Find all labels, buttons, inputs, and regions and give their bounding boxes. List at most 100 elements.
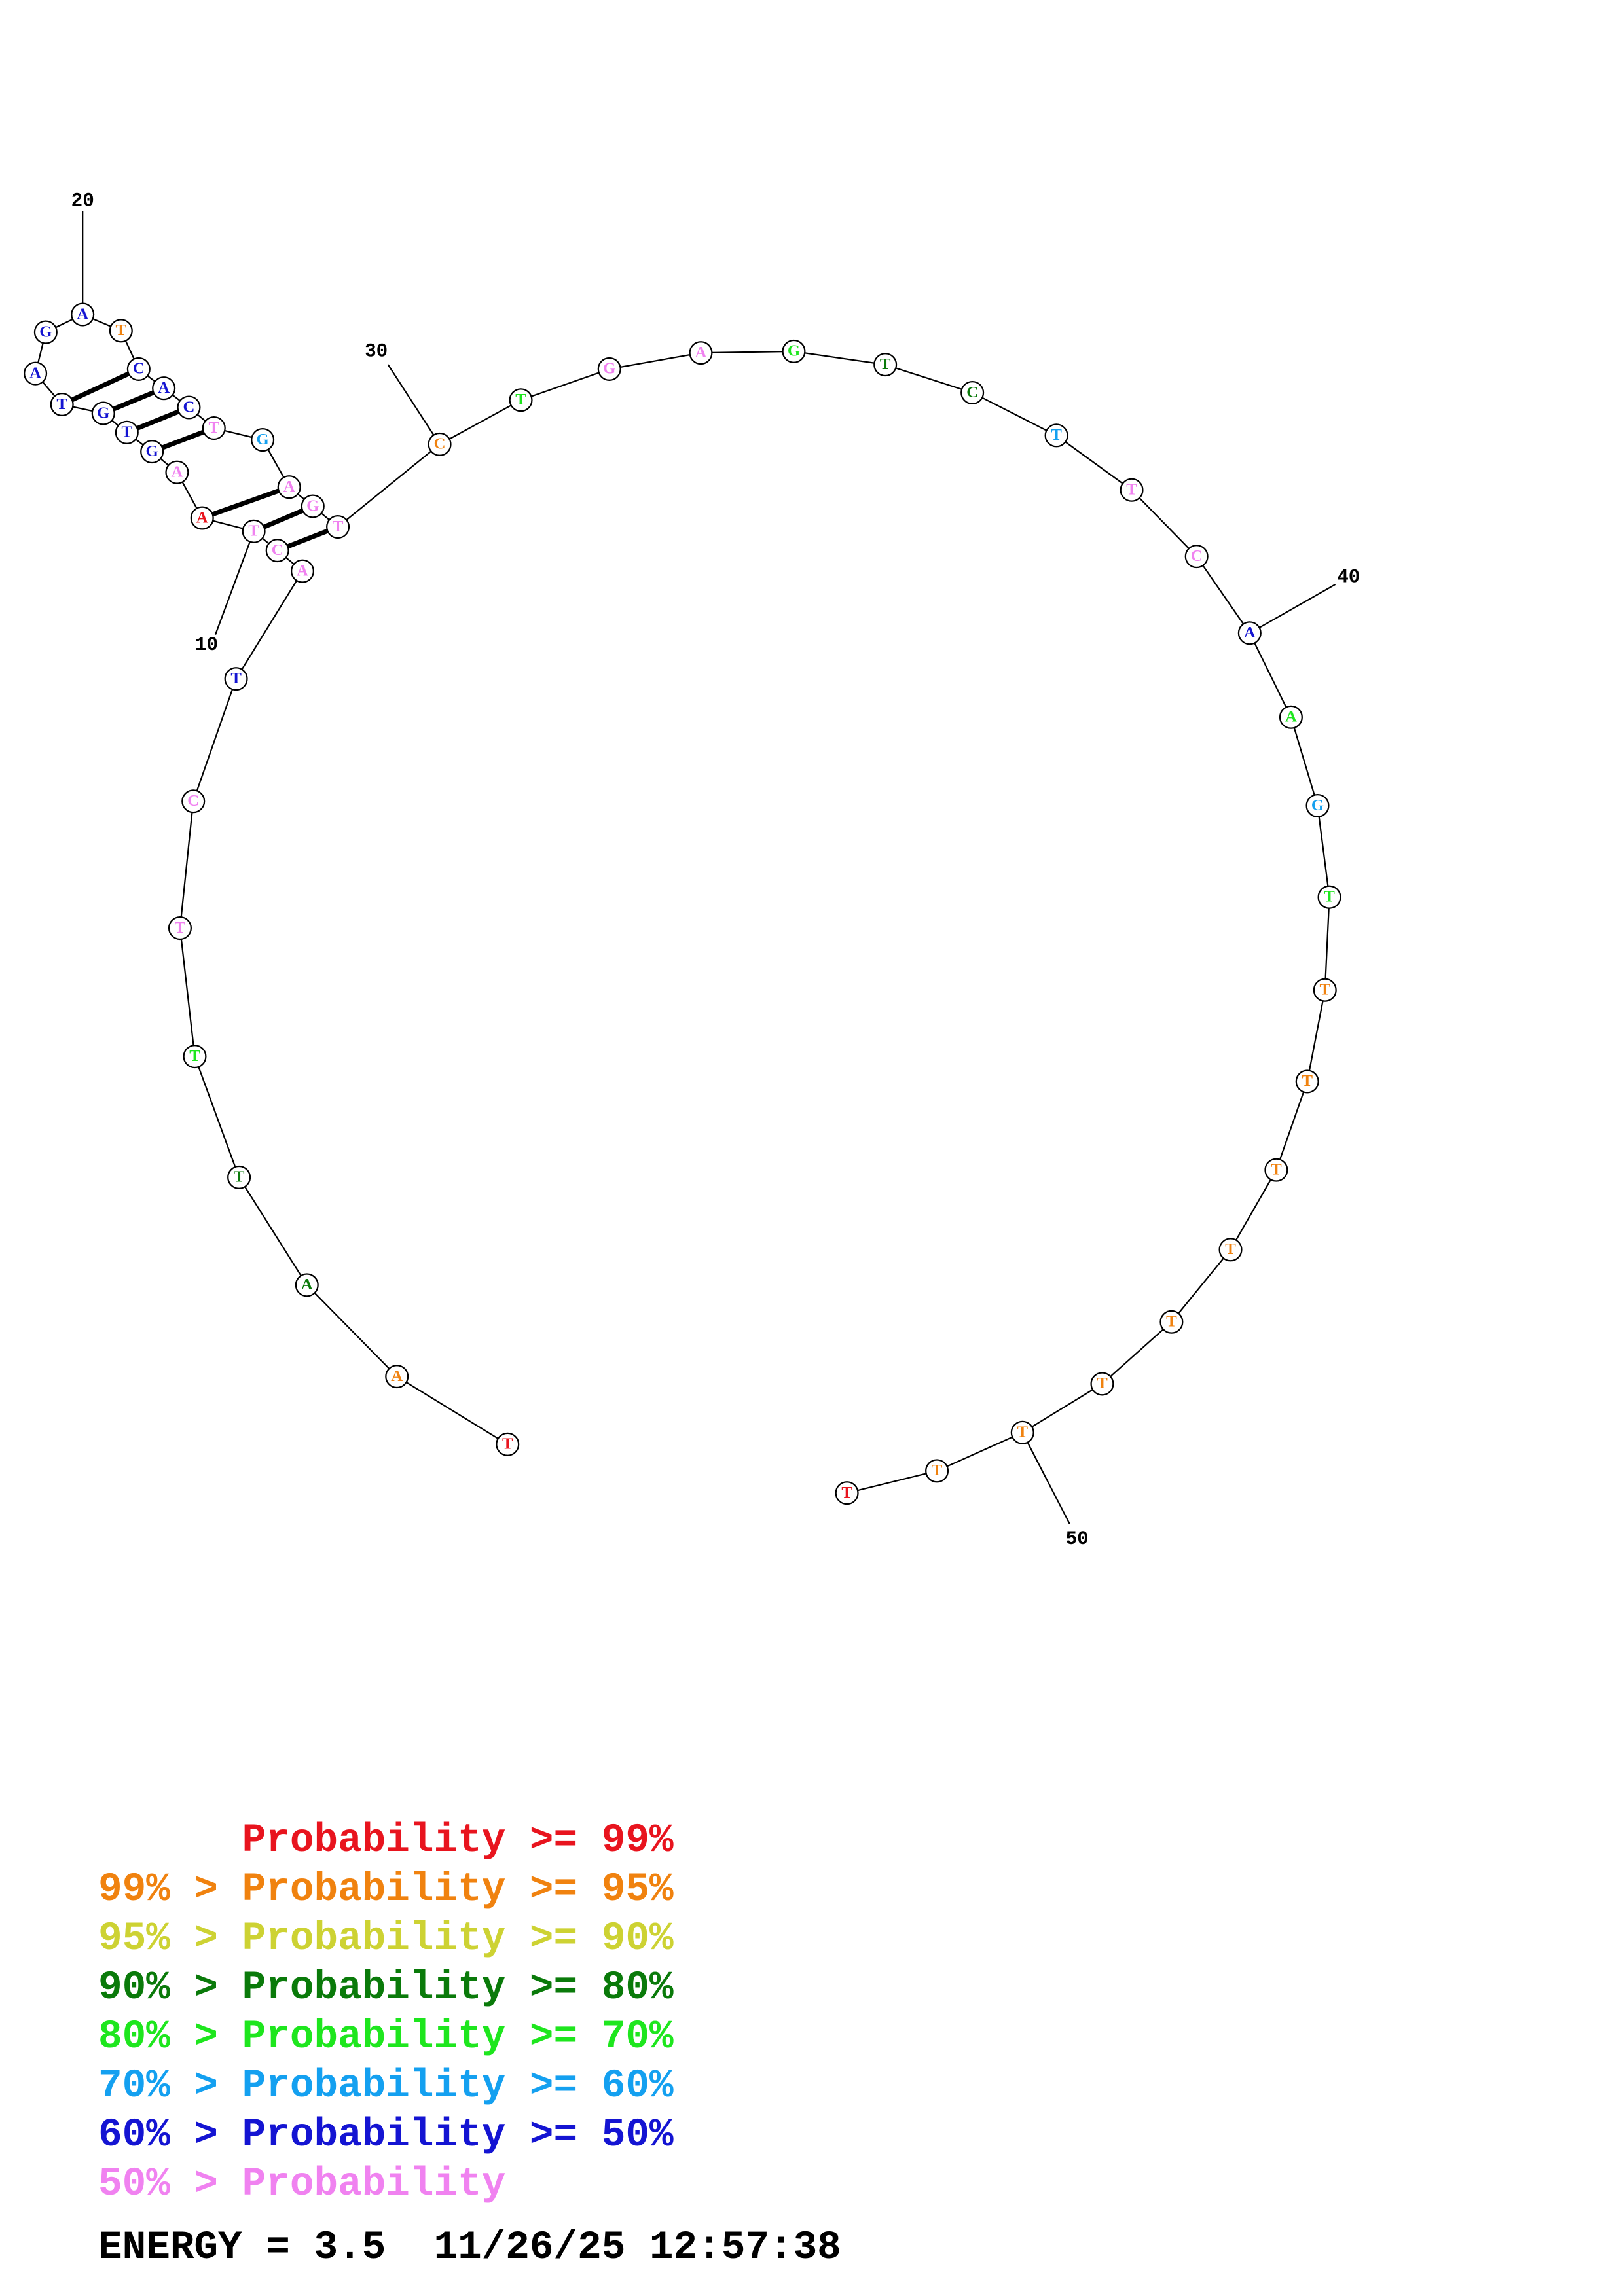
position-tick — [387, 364, 441, 445]
nucleotide-base: T — [1324, 888, 1335, 906]
nucleotide-base: A — [171, 463, 183, 480]
position-label: 10 — [195, 634, 218, 656]
backbone-segment — [1171, 1249, 1231, 1323]
nucleotide-base: C — [183, 398, 195, 416]
backbone-segment — [439, 399, 522, 445]
nucleotide-base: T — [56, 395, 67, 413]
nucleotide-circle — [597, 357, 621, 381]
nucleotide: C — [960, 380, 985, 404]
backbone-segment — [192, 678, 237, 802]
nucleotide-base: T — [175, 919, 186, 937]
nucleotide-circle — [301, 494, 325, 518]
nucleotide-circle — [1279, 705, 1303, 729]
nucleotide-circle — [1120, 478, 1144, 502]
nucleotide-circle — [177, 395, 201, 420]
legend-prefix: 50% > — [98, 2162, 242, 2207]
nucleotide-base: T — [333, 518, 344, 535]
nucleotide-base: G — [145, 442, 158, 460]
nucleotide-circle — [1159, 1310, 1184, 1334]
backbone-segment — [609, 352, 701, 370]
nucleotide-base: A — [77, 305, 88, 323]
nucleotide-base: T — [234, 1168, 245, 1186]
nucleotide-circle — [290, 559, 315, 583]
nucleotide-circle — [1305, 793, 1330, 818]
nucleotide-circle — [1317, 885, 1341, 909]
nucleotide: A — [165, 460, 189, 484]
nucleotide-base: G — [257, 431, 269, 448]
legend-prefix: 70% > — [98, 2064, 242, 2109]
legend-prefix — [98, 1818, 242, 1863]
backbone-segment — [396, 1376, 508, 1445]
nucleotide-base: A — [695, 344, 707, 361]
legend-label: Probability >= 90% — [242, 1916, 674, 1962]
nucleotide-circle — [242, 519, 266, 543]
nucleotide-base: T — [209, 419, 220, 437]
nucleotide-base: G — [603, 360, 615, 378]
nucleotide-base: A — [301, 1276, 313, 1293]
nucleotide-circle — [782, 339, 806, 363]
nucleotide-circle — [1237, 621, 1262, 645]
legend-prefix: 90% > — [98, 1965, 242, 2011]
legend-row: 80% > Probability >= 70% — [98, 2013, 674, 2062]
nucleotide: G — [597, 357, 621, 381]
nucleotide: T — [873, 353, 898, 377]
nucleotide-circle — [33, 320, 58, 344]
nucleotide-circle — [1295, 1069, 1319, 1094]
nucleotide: G — [33, 320, 58, 344]
nucleotide: A — [1237, 621, 1262, 645]
nucleotide: T — [1120, 478, 1144, 502]
backbone-segment — [238, 1177, 308, 1286]
nucleotide-base: T — [122, 423, 133, 441]
nucleotide-base: A — [196, 509, 208, 526]
nucleotide-circle — [202, 416, 226, 440]
nucleotide: A — [1279, 705, 1303, 729]
nucleotide-base: A — [158, 379, 170, 397]
backbone-segment — [972, 391, 1057, 437]
nucleotide-base: C — [434, 435, 446, 453]
legend-prefix: 80% > — [98, 2015, 242, 2060]
nucleotide-base: T — [515, 391, 526, 408]
nucleotide-base: G — [39, 323, 52, 340]
nucleotide: A — [24, 361, 48, 386]
backbone-segment — [1055, 435, 1133, 491]
backbone-segment — [884, 364, 973, 394]
legend-row: 70% > Probability >= 60% — [98, 2062, 674, 2111]
nucleotide-base: T — [189, 1047, 200, 1065]
nucleotide: T — [1159, 1310, 1184, 1334]
position-tick — [214, 531, 255, 635]
nucleotide-circle — [50, 392, 74, 417]
position-label: 40 — [1337, 566, 1360, 588]
nucleotide-base: C — [1191, 547, 1203, 565]
nucleotide-circle — [71, 302, 95, 327]
nucleotide-circle — [251, 428, 275, 452]
backbone-segment — [1131, 489, 1197, 557]
nucleotide: A — [295, 1273, 319, 1297]
legend-prefix: 60% > — [98, 2113, 242, 2158]
nucleotide-circle — [224, 667, 248, 691]
nucleotide: A — [152, 376, 176, 401]
nucleotide-base: A — [283, 478, 295, 495]
nucleotide-base: T — [248, 522, 259, 540]
nucleotide: C — [177, 395, 201, 420]
nucleotide-base: T — [1051, 426, 1062, 444]
probability-legend: Probability >= 99% 99% > Probability >= 9… — [98, 1816, 674, 2209]
nucleotide: G — [140, 440, 164, 464]
nucleotide-base: A — [1244, 624, 1256, 641]
nucleotide-circle — [1044, 423, 1068, 448]
nucleotide-circle — [109, 319, 133, 343]
nucleotide: T — [1295, 1069, 1319, 1094]
nucleotide-circle — [227, 1165, 251, 1189]
backbone-segment — [306, 1284, 398, 1377]
nucleotide: C — [126, 357, 151, 381]
backbone-segment — [194, 1056, 240, 1178]
backbone-segment — [337, 443, 441, 528]
nucleotide: T — [496, 1432, 520, 1456]
backbone-segment — [1101, 1321, 1173, 1385]
nucleotide: T — [1313, 978, 1337, 1002]
nucleotide: T — [509, 388, 533, 412]
backbone-segment — [1230, 1170, 1277, 1250]
nucleotide-circle — [496, 1432, 520, 1456]
legend-prefix: 95% > — [98, 1916, 242, 1962]
